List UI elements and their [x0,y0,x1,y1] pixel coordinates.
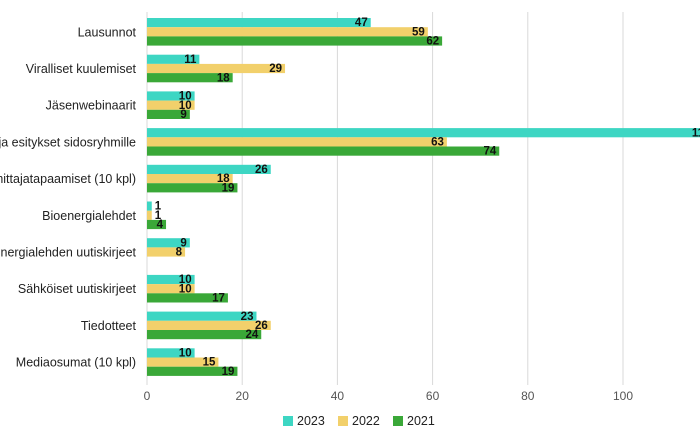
data-label: 11 [184,54,197,66]
bar-2021 [147,219,167,230]
bar-2021 [147,146,500,156]
x-tick-label: 60 [426,389,440,403]
bar-2022 [147,284,195,294]
category-label: Bioenergialehden uutiskirjeet [0,246,137,260]
x-tick-label: 40 [331,389,345,403]
data-label: 19 [222,366,235,378]
bar-2022 [147,63,286,74]
x-tick-label: 20 [236,389,250,403]
category-label: Tapaamiset ja esitykset sidosryhmille [0,135,136,149]
category-label: Jäsenwebinaarit [46,99,137,113]
data-label: 1 [155,210,162,222]
bar-2023 [147,348,195,358]
data-label: 18 [217,173,230,185]
bar-2023 [147,128,700,138]
bar-2022 [147,137,447,147]
legend-label: 2023 [297,414,325,428]
category-label: Viralliset kuulemiset [26,62,137,76]
bar-2022 [147,247,186,257]
x-tick-label: 80 [521,389,535,403]
x-tick-label: 0 [144,389,151,403]
category-label: Toimittajatapaamiset (10 kpl) [0,172,136,186]
bar-2023 [147,164,271,174]
bar-2023 [147,274,195,285]
legend-label: 2021 [407,414,435,428]
legend: 2023 2022 2021 [283,414,435,428]
category-label: Mediaosumat (10 kpl) [16,356,136,370]
data-label: 62 [426,36,439,48]
data-label: 47 [355,17,368,29]
data-label: 119 [692,127,700,139]
category-label: Sähköiset uutiskirjeet [18,282,137,296]
data-label: 26 [255,320,268,332]
category-label: Lausunnot [78,25,137,39]
bar-2021 [147,36,443,46]
data-label: 9 [180,109,186,121]
bar-2023 [147,54,200,64]
bar-2022 [147,357,219,367]
data-label: 17 [212,293,225,305]
data-label: 10 [179,283,192,295]
data-label: 19 [222,182,235,194]
legend-swatch-2023 [283,416,293,426]
bar-2023 [147,91,195,101]
bar-2023 [147,18,371,28]
bar-2023 [147,238,190,248]
bars: 4759621129181010911963742618191149810101… [147,17,700,378]
data-label: 10 [179,91,192,103]
data-label: 26 [255,164,268,176]
category-label: Tiedotteet [81,319,137,333]
bar-2022 [147,210,152,220]
x-axis-ticks: 0 20 40 60 80 100 [144,389,634,403]
data-label: 1 [155,201,162,213]
legend-swatch-2022 [338,416,348,426]
data-label: 63 [431,137,444,149]
bar-2021 [147,293,228,303]
bar-2021 [147,366,238,376]
data-label: 9 [180,237,186,249]
data-label: 4 [157,219,164,231]
bar-2022 [147,174,233,184]
data-label: 18 [217,72,230,84]
data-label: 10 [179,274,192,286]
data-label: 29 [269,63,282,75]
bar-2021 [147,109,190,119]
data-label: 10 [179,100,192,112]
bar-2022 [147,27,428,37]
bar-2022 [147,320,271,330]
data-label: 10 [179,348,192,360]
bar-2023 [147,311,257,321]
data-label: 23 [241,311,254,323]
data-label: 15 [203,357,216,369]
data-label: 59 [412,26,425,38]
bar-2021 [147,183,238,193]
bar-2021 [147,73,233,83]
legend-label: 2022 [352,414,380,428]
x-tick-label: 100 [613,389,633,403]
legend-swatch-2021 [393,416,403,426]
bar-2022 [147,100,195,110]
data-label: 74 [483,146,496,158]
data-label: 24 [245,329,258,341]
data-label: 8 [176,247,183,259]
bar-2021 [147,330,262,340]
category-label: Bioenergialehdet [42,209,136,223]
bar-2023 [147,201,152,211]
